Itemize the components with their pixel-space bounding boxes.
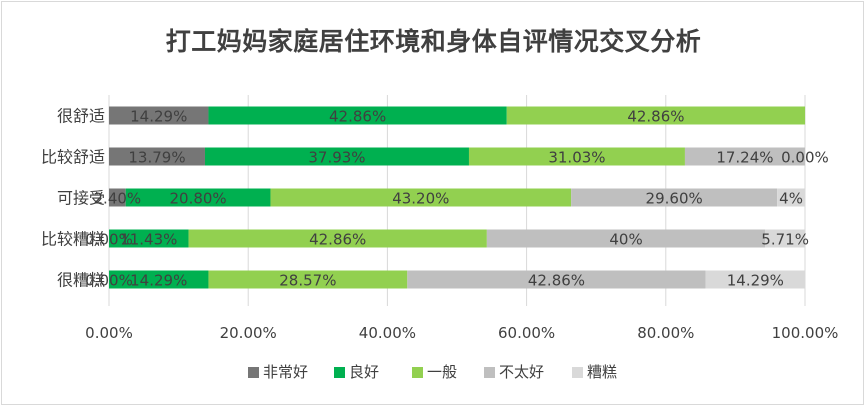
data-label: 14.29% (727, 272, 784, 290)
data-label: 42.86% (528, 272, 585, 290)
bar-segment (486, 229, 766, 248)
bar-segment (109, 106, 209, 125)
data-label: 0.00% (85, 231, 133, 249)
data-label: 0.00% (85, 272, 133, 290)
bar-segment (109, 229, 189, 248)
category-label: 很舒适 (57, 107, 105, 126)
chart-title: 打工妈妈家庭居住环境和身体自评情况交叉分析 (165, 27, 702, 56)
data-label: 42.86% (309, 231, 366, 249)
data-label: 29.60% (646, 190, 703, 208)
x-tick-label: 80.00% (637, 324, 694, 342)
data-label: 28.57% (279, 272, 336, 290)
x-tick-label: 20.00% (220, 324, 277, 342)
data-label: 5.71% (761, 231, 809, 249)
category-label: 比较糟糕 (41, 230, 105, 249)
bar-segment (208, 270, 408, 289)
data-label: 17.24% (716, 149, 773, 167)
category-label: 比较舒适 (41, 148, 105, 167)
legend-label: 良好 (349, 363, 379, 381)
bar-segment (109, 147, 205, 166)
bar-segment (270, 188, 572, 207)
legend-label: 非常好 (263, 363, 308, 381)
bar-segment (109, 188, 126, 207)
data-label: 4% (779, 190, 803, 208)
legend-label: 不太好 (499, 363, 544, 381)
bar-segment (407, 270, 706, 289)
bar-segment (684, 147, 805, 166)
legend-swatch (248, 367, 259, 378)
x-tick-label: 40.00% (359, 324, 416, 342)
bar-segment (188, 229, 487, 248)
data-label: 0.00% (781, 149, 829, 167)
data-label: 20.80% (169, 190, 226, 208)
data-label: 14.29% (130, 272, 187, 290)
category-label: 很糟糕 (57, 271, 105, 290)
bar-segment (204, 147, 469, 166)
x-tick-label: 60.00% (498, 324, 555, 342)
axes: 0.00% 20.00% 40.00% 60.00% 80.00% 100.00% 很舒适比… (41, 107, 838, 343)
category-label: 可接受 (57, 189, 105, 208)
bar-segment (765, 229, 805, 248)
x-tick-label: 100.00% (772, 324, 839, 342)
data-label: 42.86% (627, 108, 684, 126)
bar-segment (571, 188, 778, 207)
data-label: 14.29% (130, 108, 187, 126)
legend-label: 糟糕 (587, 363, 617, 381)
data-label: 40% (609, 231, 642, 249)
bar-segment (506, 106, 806, 125)
data-label: 11.43% (120, 231, 177, 249)
data-label: 37.93% (308, 149, 365, 167)
legend-swatch (412, 367, 423, 378)
bar-segment (208, 106, 507, 125)
data-labels: 14.29% 42.86% 42.86% 13.79% 37.93% 31.03% 17.2… (85, 108, 829, 290)
bar-segment (705, 270, 806, 289)
bars (109, 106, 806, 289)
bar-segment (125, 188, 271, 207)
legend: 非常好 良好 一般 不太好 糟糕 (248, 363, 617, 381)
legend-swatch (572, 367, 583, 378)
legend-swatch (334, 367, 345, 378)
data-label: 42.86% (329, 108, 386, 126)
bar-segment (777, 188, 805, 207)
legend-swatch (484, 367, 495, 378)
bar-segment (109, 270, 209, 289)
data-label: 2.40% (94, 190, 142, 208)
data-label: 31.03% (548, 149, 605, 167)
x-tick-label: 0.00% (85, 324, 133, 342)
data-label: 43.20% (392, 190, 449, 208)
legend-label: 一般 (427, 363, 457, 381)
bar-segment (468, 147, 685, 166)
data-label: 13.79% (128, 149, 185, 167)
